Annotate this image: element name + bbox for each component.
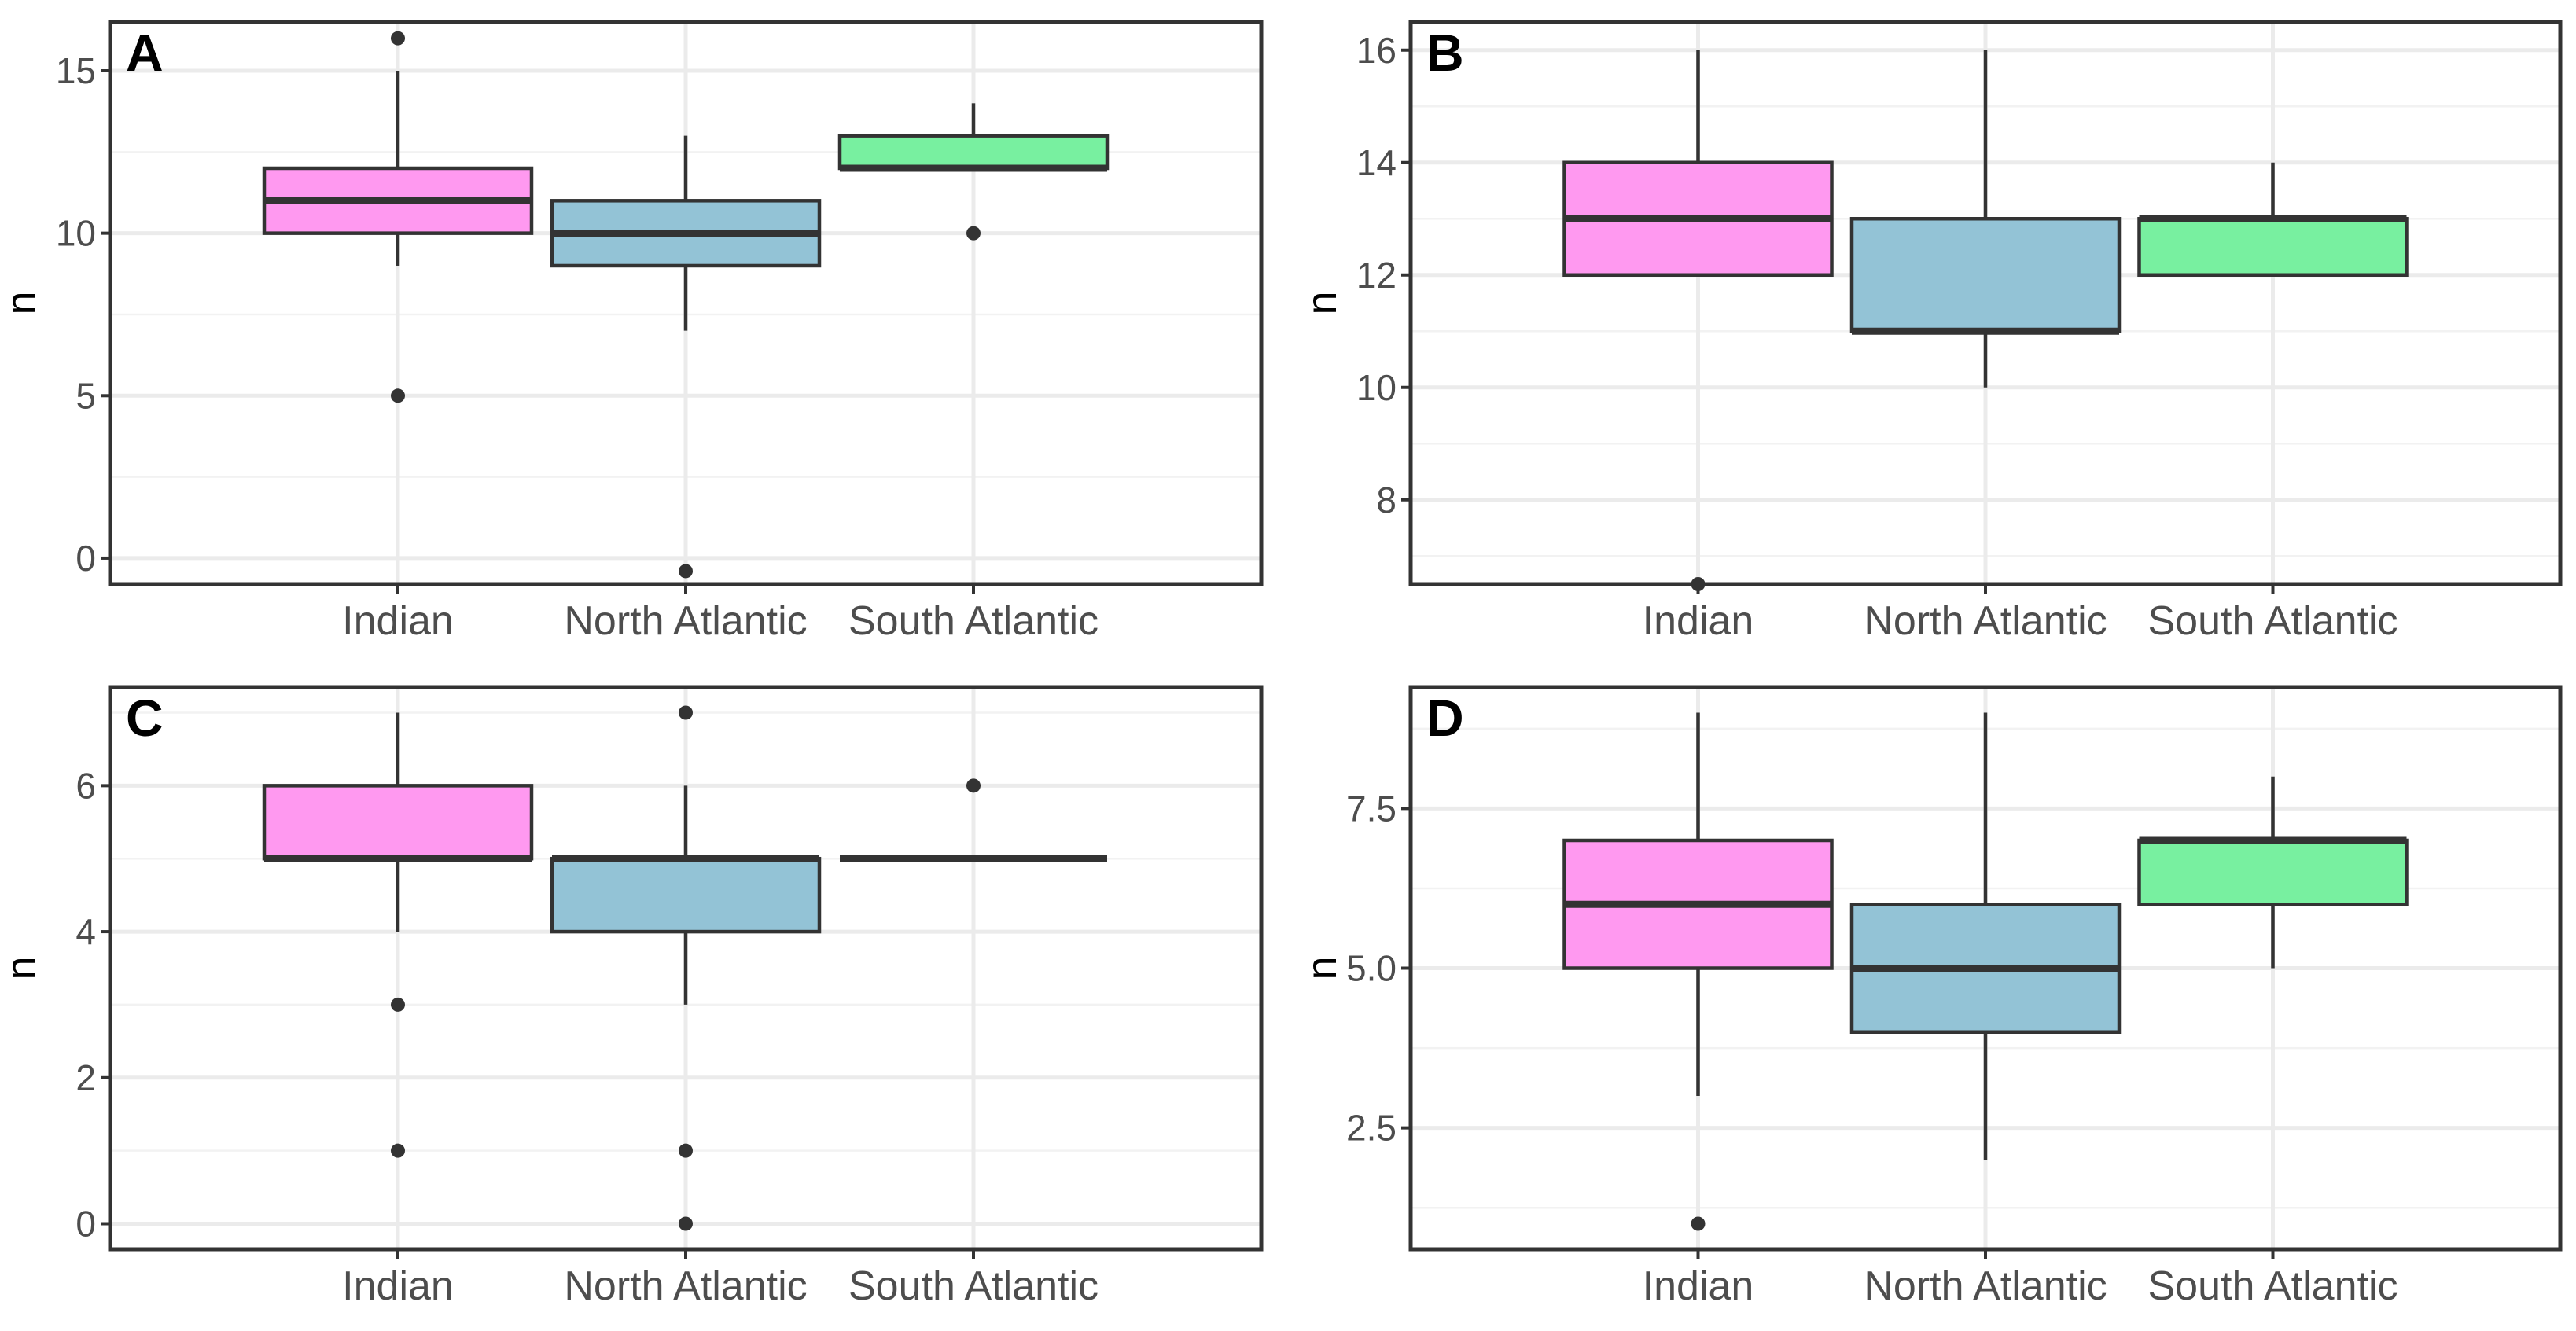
box-indian <box>1562 50 1834 591</box>
iqr-box <box>262 784 534 861</box>
outlier-point <box>679 564 693 579</box>
box-north-atlantic <box>550 135 822 579</box>
outlier-point <box>679 1216 693 1231</box>
outlier-point <box>391 1143 405 1158</box>
x-tick-label-south-atlantic: South Atlantic <box>848 598 1098 644</box>
x-tick-label-south-atlantic: South Atlantic <box>2148 598 2398 644</box>
box-south-atlantic <box>837 103 1110 241</box>
y-tick-label: 6 <box>75 765 96 806</box>
x-tick-label-north-atlantic: North Atlantic <box>564 1263 807 1309</box>
outlier-point <box>966 778 981 793</box>
box-south-atlantic <box>840 778 1107 862</box>
iqr-box <box>1849 217 2122 333</box>
y-axis-title: n <box>1298 291 1345 314</box>
panel-letter: B <box>1426 24 1464 82</box>
box-indian <box>1562 712 1834 1231</box>
outlier-point <box>966 226 981 241</box>
y-tick-label: 15 <box>56 50 96 91</box>
x-tick-label-indian: Indian <box>342 598 454 644</box>
y-tick-label: 16 <box>1356 30 1397 71</box>
y-axis-title: n <box>0 291 45 314</box>
x-tick-label-north-atlantic: North Atlantic <box>564 598 807 644</box>
y-axis-title: n <box>1298 956 1345 980</box>
outlier-point <box>391 31 405 46</box>
x-tick-label-indian: Indian <box>1643 1263 1754 1309</box>
y-tick-label: 4 <box>75 911 96 952</box>
y-tick-label: 12 <box>1356 255 1397 296</box>
x-tick-label-indian: Indian <box>342 1263 454 1309</box>
x-tick-label-south-atlantic: South Atlantic <box>2148 1263 2398 1309</box>
box-south-atlantic <box>2137 776 2409 969</box>
box-north-atlantic <box>550 705 822 1231</box>
iqr-box <box>2137 217 2409 277</box>
y-tick-label: 10 <box>1356 367 1397 408</box>
panel-letter: C <box>126 689 164 747</box>
panel-a: 0 5 10 15 Indian North Atlantic South Atlantic… <box>0 20 1264 644</box>
y-tick-label: 2 <box>75 1057 96 1098</box>
panel-letter: D <box>1426 689 1464 747</box>
outlier-point <box>1691 1216 1706 1231</box>
panel-d: 2.5 5.0 7.5 Indian North Atlantic South Atlan… <box>1298 685 2563 1309</box>
box-indian <box>262 712 534 1158</box>
outlier-point <box>679 705 693 720</box>
y-tick-label: 7.5 <box>1346 788 1397 829</box>
box-north-atlantic <box>1849 50 2122 388</box>
box-south-atlantic <box>2137 162 2409 277</box>
y-tick-label: 14 <box>1356 142 1397 183</box>
panel-letter: A <box>126 24 164 82</box>
y-tick-label: 8 <box>1376 480 1397 520</box>
y-tick-label: 10 <box>56 213 96 254</box>
box-indian <box>262 31 534 403</box>
outlier-point <box>679 1143 693 1158</box>
y-tick-label: 0 <box>75 538 96 579</box>
box-north-atlantic <box>1849 712 2122 1160</box>
panel-b: 8 10 12 14 16 Indian North Atlantic South Atlan… <box>1298 20 2563 644</box>
iqr-box <box>837 134 1110 171</box>
outlier-point <box>391 388 405 403</box>
x-tick-label-south-atlantic: South Atlantic <box>848 1263 1098 1309</box>
x-tick-label-north-atlantic: North Atlantic <box>1864 1263 2107 1309</box>
x-tick-label-indian: Indian <box>1643 598 1754 644</box>
x-tick-label-north-atlantic: North Atlantic <box>1864 598 2107 644</box>
iqr-box <box>550 856 822 934</box>
y-axis-title: n <box>0 956 45 980</box>
y-tick-label: 2.5 <box>1346 1108 1397 1149</box>
panel-c: 0 2 4 6 Indian North Atlantic South Atlantic n C <box>0 685 1264 1309</box>
iqr-box <box>2137 838 2409 906</box>
y-tick-label: 5.0 <box>1346 948 1397 989</box>
y-tick-label: 5 <box>75 375 96 416</box>
y-tick-label: 0 <box>75 1204 96 1245</box>
outlier-point <box>391 997 405 1012</box>
